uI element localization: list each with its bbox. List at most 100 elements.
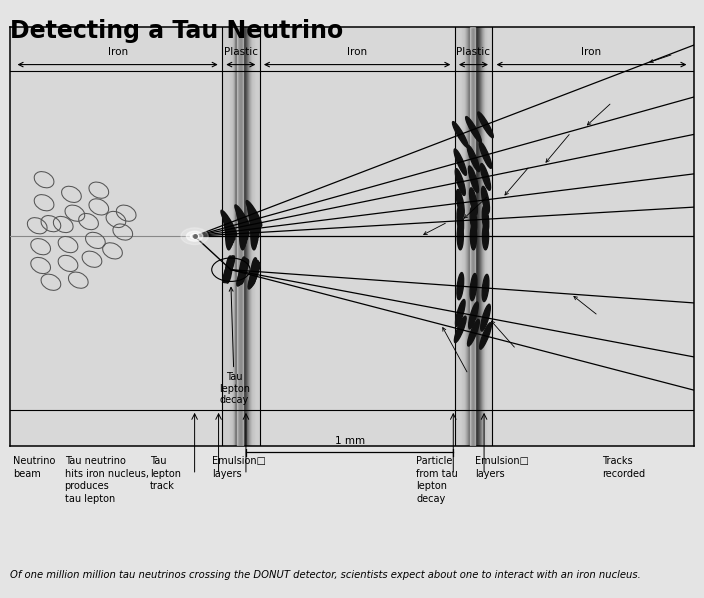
Bar (469, 27, 470, 446)
Bar (483, 27, 484, 446)
Ellipse shape (455, 169, 465, 196)
Bar (245, 27, 246, 446)
Ellipse shape (480, 163, 491, 190)
Bar (244, 27, 245, 446)
Bar (463, 27, 464, 446)
Bar (475, 27, 476, 446)
Text: Iron: Iron (108, 47, 127, 57)
Ellipse shape (223, 256, 234, 282)
Circle shape (187, 231, 203, 241)
Bar (248, 27, 249, 446)
Bar (253, 27, 254, 446)
Bar (249, 27, 250, 446)
Bar (458, 27, 460, 446)
Text: Neutrino
beam: Neutrino beam (13, 456, 56, 479)
Bar (232, 27, 234, 446)
Bar (256, 27, 257, 446)
Ellipse shape (237, 210, 249, 236)
Ellipse shape (482, 187, 489, 213)
Bar (243, 27, 244, 446)
Ellipse shape (457, 222, 463, 250)
Bar (240, 27, 241, 446)
Ellipse shape (470, 206, 477, 234)
Ellipse shape (482, 274, 489, 301)
Ellipse shape (453, 121, 468, 147)
Ellipse shape (251, 222, 257, 250)
Ellipse shape (470, 222, 477, 250)
Bar (465, 27, 466, 446)
Text: Plastic: Plastic (456, 47, 491, 57)
Circle shape (191, 234, 199, 239)
Text: Tau
lepton
decay: Tau lepton decay (219, 288, 250, 405)
Ellipse shape (249, 261, 259, 288)
Ellipse shape (238, 258, 248, 285)
Bar (251, 27, 252, 446)
Ellipse shape (250, 215, 258, 242)
Bar (246, 27, 247, 446)
Ellipse shape (456, 190, 464, 216)
Bar (228, 27, 229, 446)
Text: Emulsion□
layers: Emulsion□ layers (212, 456, 265, 479)
Bar (461, 27, 463, 446)
Bar (239, 27, 240, 446)
Ellipse shape (467, 145, 479, 172)
Ellipse shape (221, 210, 237, 236)
Ellipse shape (224, 256, 234, 283)
Bar (468, 27, 469, 446)
Ellipse shape (470, 273, 477, 301)
Ellipse shape (235, 205, 251, 231)
Bar (254, 27, 255, 446)
Text: Of one million million tau neutrinos crossing the DONUT detector, scientists exp: Of one million million tau neutrinos cro… (10, 570, 641, 580)
Bar (482, 27, 483, 446)
Bar (478, 27, 479, 446)
Bar (471, 27, 472, 446)
Bar (257, 27, 258, 446)
Bar (466, 27, 467, 446)
Circle shape (193, 235, 196, 237)
Ellipse shape (239, 216, 246, 244)
Ellipse shape (239, 220, 246, 247)
Bar (258, 27, 260, 446)
Text: Particle
from tau
lepton
decay: Particle from tau lepton decay (416, 456, 458, 504)
Ellipse shape (224, 216, 234, 243)
Bar (222, 27, 260, 446)
Bar (492, 27, 494, 446)
Ellipse shape (239, 257, 246, 284)
Ellipse shape (481, 304, 490, 331)
Ellipse shape (467, 319, 479, 346)
Text: Iron: Iron (347, 47, 367, 57)
Bar (223, 27, 224, 446)
Bar (470, 27, 471, 446)
Ellipse shape (246, 200, 262, 227)
Ellipse shape (470, 188, 477, 215)
Bar (470, 27, 475, 446)
Text: Plastic: Plastic (224, 47, 258, 57)
Bar (247, 27, 248, 446)
Ellipse shape (239, 222, 246, 250)
Ellipse shape (225, 256, 232, 283)
Bar (473, 27, 474, 446)
Ellipse shape (249, 210, 259, 237)
Bar (227, 27, 228, 446)
Bar (255, 27, 256, 446)
Ellipse shape (225, 221, 232, 248)
Bar (476, 27, 477, 446)
Bar (481, 27, 482, 446)
Bar (252, 27, 253, 446)
Bar (491, 27, 492, 446)
Bar (222, 27, 223, 446)
Ellipse shape (457, 273, 464, 300)
Text: Detecting a Tau Neutrino: Detecting a Tau Neutrino (10, 19, 343, 43)
Ellipse shape (226, 222, 232, 250)
Text: 1 mm: 1 mm (334, 436, 365, 446)
Bar (457, 27, 458, 446)
Bar (460, 27, 461, 446)
Ellipse shape (454, 316, 466, 343)
Bar (237, 27, 239, 446)
Bar (486, 27, 487, 446)
Ellipse shape (478, 112, 494, 138)
Bar (242, 27, 243, 446)
Bar (467, 27, 468, 446)
Ellipse shape (248, 206, 260, 233)
Ellipse shape (469, 302, 478, 329)
